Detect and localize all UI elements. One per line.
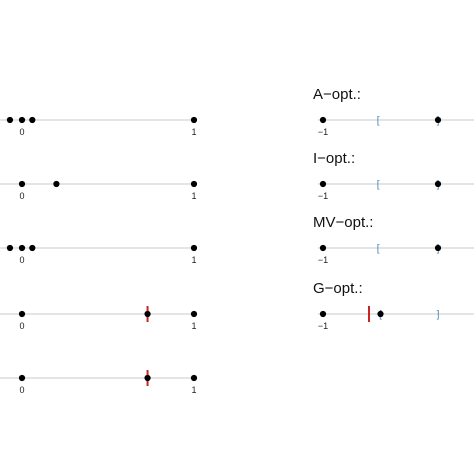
data-point bbox=[319, 244, 327, 252]
interval-bracket: [ bbox=[377, 116, 380, 127]
panel-title: A−opt.: bbox=[313, 86, 361, 103]
tick-label: 0 bbox=[19, 385, 24, 395]
tick-label: 1 bbox=[191, 321, 196, 331]
data-point bbox=[190, 116, 198, 124]
data-point bbox=[18, 244, 26, 252]
tick-label: 1 bbox=[191, 191, 196, 201]
data-point bbox=[319, 116, 327, 124]
data-point bbox=[190, 180, 198, 188]
data-point bbox=[319, 310, 327, 318]
data-point bbox=[144, 374, 151, 382]
data-point bbox=[29, 116, 36, 124]
data-point bbox=[190, 310, 198, 318]
panel-9: G−opt.:−1[] bbox=[313, 280, 474, 331]
panel-title: G−opt.: bbox=[313, 280, 363, 297]
data-point bbox=[434, 180, 442, 188]
data-point bbox=[377, 310, 384, 318]
data-point bbox=[18, 310, 26, 318]
data-point bbox=[18, 116, 26, 124]
tick-label: 0 bbox=[19, 321, 24, 331]
tick-label: −1 bbox=[318, 255, 328, 265]
data-point bbox=[53, 180, 60, 188]
data-point bbox=[434, 116, 442, 124]
data-point bbox=[434, 244, 442, 252]
data-point bbox=[190, 374, 198, 382]
tick-label: 1 bbox=[191, 385, 196, 395]
data-point bbox=[6, 116, 14, 124]
data-point bbox=[144, 310, 151, 318]
tick-label: 0 bbox=[19, 191, 24, 201]
tick-label: 1 bbox=[191, 255, 196, 265]
tick-label: −1 bbox=[318, 321, 328, 331]
tick-label: 1 bbox=[191, 127, 196, 137]
panel-title: I−opt.: bbox=[313, 150, 355, 167]
data-point bbox=[6, 244, 14, 252]
panel-7: I−opt.:−1[] bbox=[313, 150, 474, 201]
data-point bbox=[190, 244, 198, 252]
interval-bracket: [ bbox=[377, 244, 380, 255]
data-point bbox=[319, 180, 327, 188]
data-point bbox=[18, 374, 26, 382]
panel-title: MV−opt.: bbox=[313, 214, 373, 231]
tick-label: 0 bbox=[19, 255, 24, 265]
tick-label: −1 bbox=[318, 127, 328, 137]
data-point bbox=[18, 180, 26, 188]
interval-bracket: [ bbox=[377, 180, 380, 191]
interval-bracket: ] bbox=[437, 310, 440, 321]
panel-6: A−opt.:−1[] bbox=[313, 86, 474, 137]
tick-label: 0 bbox=[19, 127, 24, 137]
tick-label: −1 bbox=[318, 191, 328, 201]
data-point bbox=[29, 244, 36, 252]
panel-8: MV−opt.:−1[] bbox=[313, 214, 474, 265]
